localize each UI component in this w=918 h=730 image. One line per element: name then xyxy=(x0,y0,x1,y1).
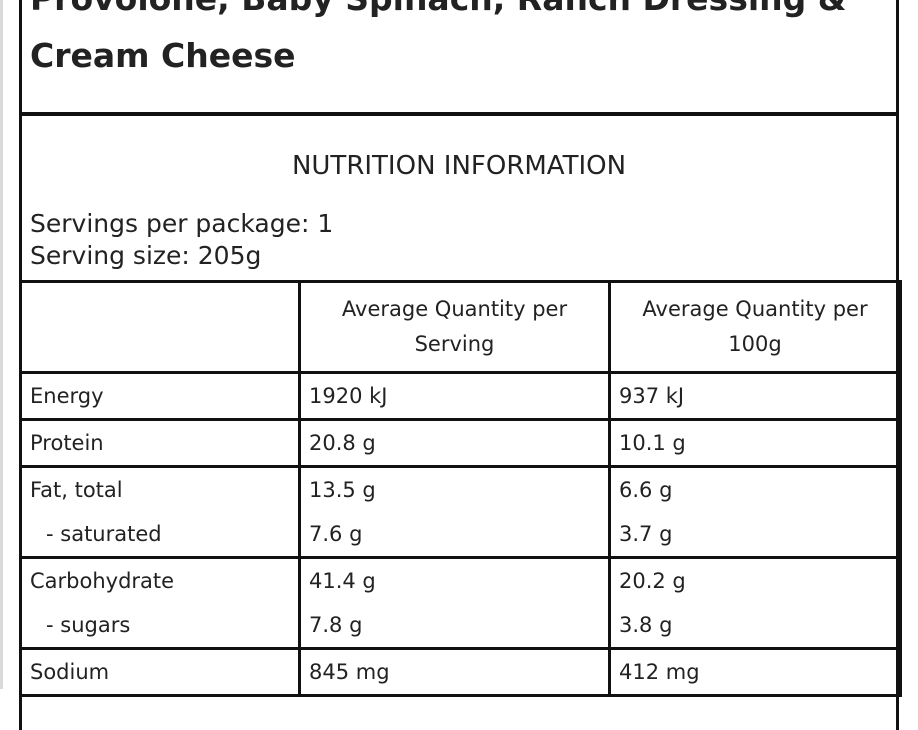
per-100g-value: 412 mg xyxy=(619,660,700,684)
per-serving-cell: 13.5 g 7.6 g xyxy=(298,465,611,559)
nutrient-name: Sodium xyxy=(30,660,110,684)
per-serving-cell: 845 mg xyxy=(298,647,611,697)
per-serving-value: 7.6 g xyxy=(309,522,363,546)
header-per-100g: Average Quantity per 100g xyxy=(608,280,902,374)
per-serving-value: 7.8 g xyxy=(309,613,363,637)
nutrition-panel: Provolone, Baby Spinach, Ranch Dressing … xyxy=(19,0,902,730)
header-nutrient xyxy=(19,280,301,374)
per-100g-value: 937 kJ xyxy=(619,384,685,408)
nutrient-cell: Fat, total - saturated xyxy=(19,465,301,559)
product-title: Provolone, Baby Spinach, Ranch Dressing … xyxy=(30,0,890,84)
table-row: Protein 20.8 g 10.1 g xyxy=(19,418,902,468)
per-serving-cell: 41.4 g 7.8 g xyxy=(298,556,611,650)
servings-per-package: Servings per package: 1 xyxy=(30,209,334,238)
nutrient-cell: Protein xyxy=(19,418,301,468)
per-100g-value: 6.6 g xyxy=(619,478,673,502)
per-serving-cell: 1920 kJ xyxy=(298,371,611,421)
per-100g-value: 3.7 g xyxy=(619,522,673,546)
per-serving-value: 13.5 g xyxy=(309,478,376,502)
nutrition-table: Average Quantity per Serving Average Qua… xyxy=(19,280,902,697)
per-100g-cell: 412 mg xyxy=(608,647,902,697)
page-left-rule xyxy=(0,0,3,689)
per-serving-cell: 20.8 g xyxy=(298,418,611,468)
nutrient-name: Carbohydrate xyxy=(30,569,175,593)
per-100g-cell: 6.6 g 3.7 g xyxy=(608,465,902,559)
table-row: Fat, total - saturated 13.5 g 7.6 g 6.6 … xyxy=(19,465,902,559)
product-title-line-1: Provolone, Baby Spinach, Ranch Dressing … xyxy=(30,0,847,18)
table-header-row: Average Quantity per Serving Average Qua… xyxy=(19,280,902,374)
table-row: Energy 1920 kJ 937 kJ xyxy=(19,371,902,421)
table-row: Carbohydrate - sugars 41.4 g 7.8 g 20.2 … xyxy=(19,556,902,650)
per-100g-value: 10.1 g xyxy=(619,431,686,455)
per-serving-value: 41.4 g xyxy=(309,569,376,593)
per-100g-value: 3.8 g xyxy=(619,613,673,637)
nutrient-cell: Sodium xyxy=(19,647,301,697)
serving-size: Serving size: 205g xyxy=(30,241,262,270)
per-100g-cell: 10.1 g xyxy=(608,418,902,468)
product-title-line-2: Cream Cheese xyxy=(30,36,296,75)
nutrient-name: Fat, total xyxy=(30,478,123,502)
per-100g-value: 20.2 g xyxy=(619,569,686,593)
sub-nutrient-name: - saturated xyxy=(46,522,162,546)
nutrient-name: Energy xyxy=(30,384,104,408)
nutrition-heading: NUTRITION INFORMATION xyxy=(291,151,627,181)
nutrient-cell: Carbohydrate - sugars xyxy=(19,556,301,650)
title-divider xyxy=(22,112,896,116)
nutrient-cell: Energy xyxy=(19,371,301,421)
sub-nutrient-name: - sugars xyxy=(46,613,131,637)
header-per-serving: Average Quantity per Serving xyxy=(298,280,611,374)
nutrient-name: Protein xyxy=(30,431,104,455)
per-serving-value: 20.8 g xyxy=(309,431,376,455)
table-row: Sodium 845 mg 412 mg xyxy=(19,647,902,697)
per-serving-value: 845 mg xyxy=(309,660,390,684)
per-serving-value: 1920 kJ xyxy=(309,384,388,408)
per-100g-cell: 937 kJ xyxy=(608,371,902,421)
per-100g-cell: 20.2 g 3.8 g xyxy=(608,556,902,650)
